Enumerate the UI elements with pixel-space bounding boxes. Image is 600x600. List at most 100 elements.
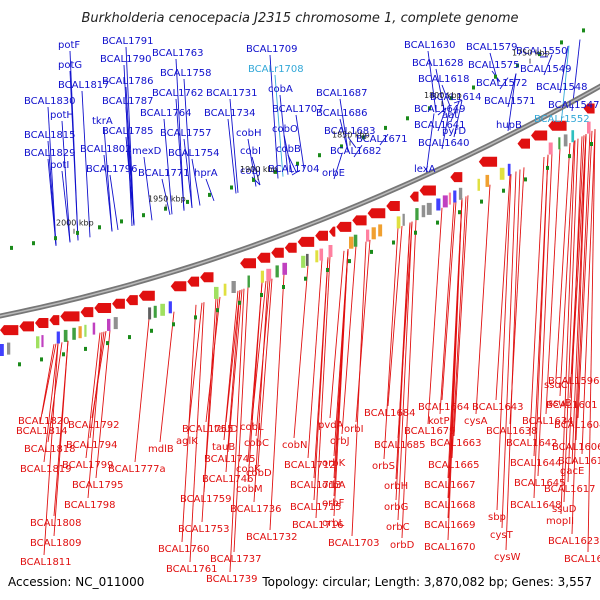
marker-tick bbox=[326, 268, 329, 272]
annotation-box bbox=[426, 202, 432, 215]
feature-arrow bbox=[0, 325, 19, 336]
gene-label-bcal1649: BCAL1649 bbox=[414, 104, 466, 115]
annotation-box bbox=[421, 205, 426, 218]
gene-label-bcal1685: BCAL1685 bbox=[374, 440, 426, 451]
gene-label-orbg: orbG bbox=[384, 502, 408, 513]
label-line-bcal1790 bbox=[123, 64, 133, 227]
annotation-box bbox=[477, 178, 480, 191]
marker-tick bbox=[370, 249, 373, 254]
gene-label-bcal1630: BCAL1630 bbox=[404, 40, 456, 51]
gene-label-bcal1731: BCAL1731 bbox=[206, 88, 258, 99]
gene-label-bcal1736: BCAL1736 bbox=[230, 504, 282, 515]
feature-arrow bbox=[367, 208, 386, 219]
feature-arrow bbox=[352, 215, 367, 226]
label-line-orbi bbox=[355, 239, 371, 423]
feature-arrow bbox=[19, 321, 34, 332]
gene-label-bcal1754: BCAL1754 bbox=[168, 148, 220, 159]
gene-label-bcal1579: BCAL1579 bbox=[466, 42, 518, 53]
annotation-box bbox=[349, 236, 354, 249]
gene-label-bcal1707: BCAL1707 bbox=[272, 104, 324, 115]
gene-label-ssub: ssuB bbox=[548, 398, 572, 409]
gene-label-hupb: hupB bbox=[496, 120, 522, 131]
marker-tick bbox=[502, 188, 505, 193]
feature-arrow bbox=[60, 311, 80, 322]
tick-label-1800-kbp: 1800 kbp bbox=[424, 91, 462, 100]
gene-label-cobb: cobB bbox=[276, 144, 301, 155]
label-line-lexa bbox=[425, 113, 435, 176]
marker-tick bbox=[450, 96, 453, 101]
label-line-bcal1634 bbox=[545, 148, 561, 415]
label-line-bcal1548 bbox=[559, 46, 569, 94]
feature-arrow bbox=[35, 318, 49, 328]
label-line-bcal1739 bbox=[229, 288, 245, 573]
gene-label-bcal1829: BCAL1829 bbox=[24, 148, 76, 159]
feature-arrow bbox=[548, 120, 567, 131]
marker-tick bbox=[414, 230, 417, 235]
feature-arrow bbox=[315, 230, 328, 241]
label-line-bcal1671 bbox=[379, 133, 389, 146]
gene-label-bcal1665: BCAL1665 bbox=[428, 460, 480, 471]
gene-label-bcal1811: BCAL1811 bbox=[20, 557, 72, 568]
annotation-box bbox=[63, 329, 68, 342]
annotation-box bbox=[160, 303, 165, 316]
annotation-box bbox=[396, 216, 401, 229]
gene-label-bcal1596: BCAL1596 bbox=[548, 376, 600, 387]
accession-label: Accession: NC_011000 bbox=[8, 575, 144, 589]
marker-tick bbox=[40, 357, 43, 362]
gene-label-orbi: orbI bbox=[344, 424, 364, 435]
marker-tick bbox=[172, 322, 175, 327]
gene-label-bcal1817: BCAL1817 bbox=[58, 80, 110, 91]
annotation-box bbox=[366, 229, 370, 242]
marker-tick bbox=[538, 52, 541, 57]
feature-arrow bbox=[125, 295, 138, 306]
gene-label-potf: potF bbox=[58, 40, 80, 51]
label-line-bcal1799 bbox=[85, 332, 101, 459]
gene-label-bcal1709: BCAL1709 bbox=[246, 44, 298, 55]
gene-label-mopii: mopII bbox=[546, 516, 574, 527]
annotation-box bbox=[84, 324, 87, 337]
label-line-bcal1615 bbox=[581, 129, 596, 455]
gene-label-bcal1618: BCAL1618 bbox=[418, 74, 470, 85]
gene-label-orbf: orbF bbox=[322, 498, 345, 509]
gene-label-bcal1771: BCAL1771 bbox=[138, 168, 190, 179]
label-line-bcal1614 bbox=[453, 99, 463, 104]
gene-label-orbl: orbL bbox=[322, 518, 345, 529]
gene-label-bcal1818: BCAL1818 bbox=[24, 444, 76, 455]
gene-label-cobn: cobN bbox=[282, 440, 307, 451]
label-line-bcal1758 bbox=[183, 78, 193, 209]
annotation-box bbox=[328, 245, 333, 257]
gene-label-bcal1549: BCAL1549 bbox=[520, 64, 572, 75]
label-line-orbg bbox=[395, 222, 411, 501]
feature-arrow bbox=[478, 156, 498, 167]
label-line-bcal1645 bbox=[537, 152, 553, 477]
marker-tick bbox=[238, 300, 241, 305]
marker-tick bbox=[98, 225, 101, 230]
gene-label-bcal1713: BCAL1713 bbox=[290, 480, 342, 491]
label-line-cobn bbox=[293, 265, 309, 439]
label-line-bcal1777a bbox=[134, 319, 150, 463]
gene-label-cobj: cobJ bbox=[240, 166, 261, 177]
annotation-box bbox=[107, 318, 111, 331]
annotation-box bbox=[168, 301, 172, 314]
marker-tick bbox=[10, 245, 13, 250]
label-line-bcal1731 bbox=[229, 98, 239, 193]
label-line-orbl bbox=[333, 249, 349, 517]
gene-label-bcal1763: BCAL1763 bbox=[152, 48, 204, 59]
marker-tick bbox=[120, 219, 123, 224]
gene-label-bcal1815: BCAL1815 bbox=[24, 130, 76, 141]
label-line-orbc bbox=[397, 221, 413, 521]
gene-label-bcal1641: BCAL1641 bbox=[414, 120, 466, 131]
feature-arrow bbox=[409, 191, 419, 202]
annotation-box bbox=[378, 224, 383, 237]
gene-label-mexd: mexD bbox=[132, 146, 162, 157]
feature-arrow bbox=[517, 138, 530, 149]
feature-arrow bbox=[80, 307, 94, 318]
gene-label-cobm: cobM bbox=[236, 484, 263, 495]
label-line-cysw bbox=[505, 169, 521, 551]
label-line-bcal1757 bbox=[183, 138, 193, 209]
marker-tick bbox=[76, 230, 79, 235]
gene-label-pvda: pvdA bbox=[318, 420, 344, 431]
label-line-sbp bbox=[496, 174, 512, 511]
label-line-bcal1572 bbox=[499, 77, 509, 90]
gene-label-orbc: orbC bbox=[386, 522, 410, 533]
